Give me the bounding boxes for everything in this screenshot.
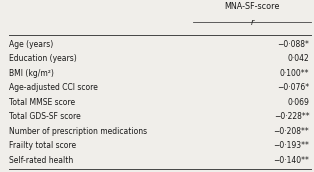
Text: Age-adjusted CCI score: Age-adjusted CCI score [9,83,98,92]
Text: Total MMSE score: Total MMSE score [9,98,76,107]
Text: −0·088*: −0·088* [277,40,309,49]
Text: −0·193**: −0·193** [273,141,309,150]
Text: 0·100**: 0·100** [280,69,309,78]
Text: −0·140**: −0·140** [273,156,309,165]
Text: Total GDS-SF score: Total GDS-SF score [9,112,81,121]
Text: −0·208**: −0·208** [273,127,309,136]
Text: 0·042: 0·042 [288,54,309,63]
Text: Age (years): Age (years) [9,40,54,49]
Text: MNA-SF-score: MNA-SF-score [224,2,280,11]
Text: Number of prescription medications: Number of prescription medications [9,127,148,136]
Text: −0·076*: −0·076* [277,83,309,92]
Text: Education (years): Education (years) [9,54,77,63]
Text: Self-rated health: Self-rated health [9,156,74,165]
Text: −0·228**: −0·228** [274,112,309,121]
Text: 0·069: 0·069 [287,98,309,107]
Text: BMI (kg/m²): BMI (kg/m²) [9,69,54,78]
Text: Frailty total score: Frailty total score [9,141,77,150]
Text: r: r [250,18,254,27]
